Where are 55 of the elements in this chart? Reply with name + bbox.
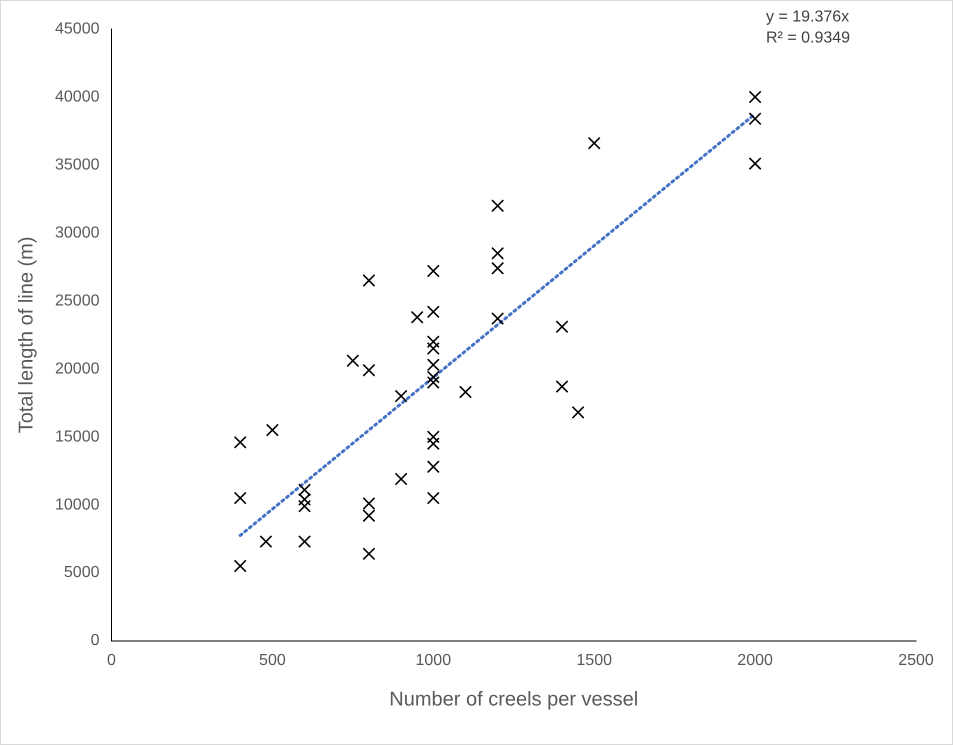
point	[748, 112, 762, 126]
y-tick-label: 20000	[54, 360, 100, 378]
y-tick-label: 30000	[54, 224, 100, 242]
point	[556, 380, 568, 394]
point	[394, 390, 408, 403]
point	[362, 364, 376, 377]
x-tick-label: 1500	[576, 652, 612, 669]
point	[426, 376, 440, 389]
point	[491, 262, 504, 275]
point	[362, 547, 376, 560]
x-tick-label: 500	[259, 652, 286, 669]
point	[556, 320, 568, 334]
point	[426, 492, 440, 505]
y-tick-label: 5000	[64, 564, 100, 582]
point	[234, 492, 247, 505]
point	[588, 136, 601, 150]
y-tick-label: 10000	[54, 496, 100, 514]
point	[491, 246, 504, 260]
point	[426, 437, 440, 450]
point	[426, 430, 440, 444]
x-tick-label: 2000	[737, 652, 773, 669]
y-tick-label: 15000	[54, 428, 100, 446]
point	[426, 460, 440, 474]
point	[234, 560, 247, 572]
point	[491, 312, 504, 326]
point	[234, 436, 247, 449]
point	[298, 500, 312, 513]
y-tick-label: 25000	[54, 292, 100, 310]
point	[748, 157, 762, 170]
y-tick-label: 35000	[54, 156, 100, 174]
y-tick-label: 40000	[54, 88, 100, 106]
point	[362, 274, 376, 287]
point	[572, 406, 585, 419]
point	[748, 90, 762, 104]
point	[266, 424, 279, 437]
x-tick-label: 2500	[898, 652, 934, 669]
text: y = 19.376x	[766, 8, 850, 26]
y-tick-label: 0	[90, 632, 100, 650]
y-tick-label: 45000	[54, 20, 100, 38]
point	[298, 535, 312, 548]
point	[346, 354, 360, 368]
x-tick-label: 0	[107, 652, 116, 669]
point	[459, 386, 472, 398]
annotation: R² = 0.9349	[766, 29, 850, 46]
point	[426, 264, 440, 278]
point	[491, 199, 504, 212]
point	[410, 310, 424, 324]
point	[426, 305, 440, 318]
x-tick-label: 1000	[416, 652, 452, 669]
point	[426, 342, 440, 355]
y-axis-title: Total length of line (m)	[16, 236, 38, 434]
point	[426, 335, 440, 348]
point	[394, 472, 408, 486]
x-axis-title: Number of creels per vessel	[389, 688, 638, 711]
point	[260, 535, 272, 548]
